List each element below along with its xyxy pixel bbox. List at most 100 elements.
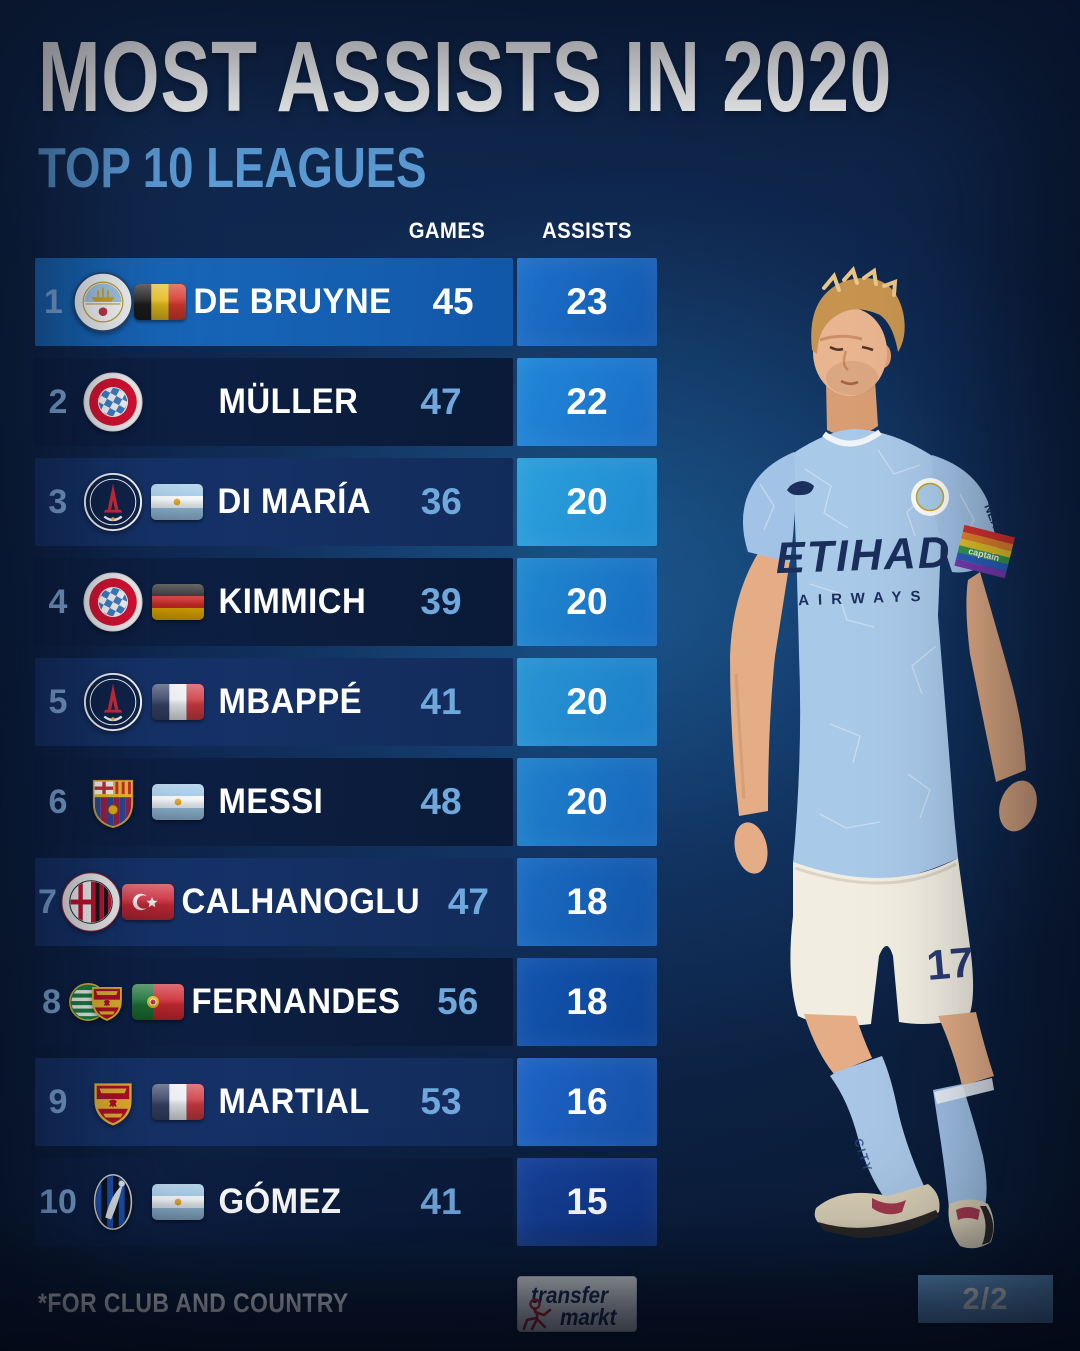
player-name: MBAPPÉ bbox=[218, 682, 363, 721]
bayern-munich-badge bbox=[83, 572, 143, 632]
turkey-flag bbox=[121, 884, 174, 920]
france-flag bbox=[152, 1084, 204, 1120]
manchester-united-badge bbox=[82, 971, 132, 1033]
barcelona-badge bbox=[92, 779, 134, 828]
manchester-city-badge bbox=[72, 272, 133, 332]
rank: 10 bbox=[39, 1182, 77, 1221]
row-main: 9 MARTIAL 53 bbox=[35, 1058, 513, 1146]
player-name: MARTIAL bbox=[218, 1082, 370, 1121]
player-name: FERNANDES bbox=[191, 982, 401, 1021]
games-count: 41 bbox=[420, 1181, 462, 1222]
games-count: 36 bbox=[420, 481, 462, 522]
paris-saint-germain-badge bbox=[82, 471, 144, 533]
club-badges bbox=[81, 371, 145, 433]
argentina-flag bbox=[152, 784, 204, 820]
games-count: 47 bbox=[420, 381, 462, 422]
nationality-flag-cell bbox=[132, 984, 185, 1020]
table-row: 10 GÓMEZ 41 15 bbox=[35, 1158, 657, 1246]
games-count: 48 bbox=[420, 781, 462, 822]
rank: 7 bbox=[38, 882, 57, 921]
table-row: 5 MBAPPÉ 41 20 bbox=[35, 658, 657, 746]
rank: 9 bbox=[48, 1082, 68, 1121]
club-badges bbox=[81, 1071, 145, 1133]
nationality-flag-cell bbox=[145, 1184, 211, 1220]
row-main: 1 DE BRUYNE 45 bbox=[35, 258, 513, 346]
brand-word-bottom: markt bbox=[560, 1304, 617, 1330]
nationality-flag-cell bbox=[121, 884, 174, 920]
player-name: MÜLLER bbox=[218, 382, 359, 421]
assists-count: 16 bbox=[517, 1058, 657, 1146]
manchester-united-badge bbox=[82, 1071, 144, 1133]
assists-count: 20 bbox=[517, 658, 657, 746]
games-count: 45 bbox=[432, 281, 474, 322]
nationality-flag-cell bbox=[145, 1084, 211, 1120]
page-title: MOST ASSISTS IN 2020 bbox=[38, 21, 893, 133]
assists-table: GAMES ASSISTS 1 DE BRUYNE 45 23 2 bbox=[35, 216, 657, 1258]
paris-saint-germain-badge bbox=[83, 472, 142, 532]
shirt-sponsor-sub: AIRWAYS bbox=[798, 588, 930, 610]
games-count: 56 bbox=[437, 981, 479, 1022]
assists-count: 20 bbox=[517, 458, 657, 546]
club-badges bbox=[81, 671, 145, 733]
transfermarkt-logo: transfer markt bbox=[517, 1276, 637, 1332]
paris-saint-germain-badge bbox=[83, 672, 143, 732]
club-badges bbox=[81, 571, 145, 633]
bayern-munich-badge bbox=[82, 371, 144, 433]
atalanta-badge bbox=[82, 1171, 144, 1233]
assists-count: 22 bbox=[517, 358, 657, 446]
table-row: 7 CALHANOGLU 47 18 bbox=[35, 858, 657, 946]
row-main: 5 MBAPPÉ 41 bbox=[35, 658, 513, 746]
manchester-united-badge bbox=[92, 987, 123, 1021]
row-main: 4 KIMMICH 39 bbox=[35, 558, 513, 646]
page-indicator-badge: 2/2 bbox=[918, 1275, 1053, 1323]
assists-count: 18 bbox=[517, 958, 657, 1046]
rank: 1 bbox=[43, 282, 63, 321]
france-flag bbox=[152, 684, 204, 720]
manchester-city-badge bbox=[72, 271, 134, 333]
club-badges bbox=[81, 471, 145, 533]
player-name: DI MARÍA bbox=[217, 482, 372, 521]
rank: 8 bbox=[42, 982, 62, 1021]
transfermarkt-kicker-icon bbox=[522, 1298, 552, 1331]
rank: 5 bbox=[48, 682, 68, 721]
assists-column-header: ASSISTS bbox=[542, 218, 632, 243]
table-body: 1 DE BRUYNE 45 23 2 bbox=[35, 258, 657, 1246]
row-main: 10 GÓMEZ 41 bbox=[35, 1158, 513, 1246]
ac-milan-badge bbox=[61, 872, 121, 932]
table-row: 9 MARTIAL 53 16 bbox=[35, 1058, 657, 1146]
nationality-flag-cell bbox=[144, 484, 210, 520]
barcelona-badge bbox=[82, 771, 144, 833]
games-count: 53 bbox=[420, 1081, 462, 1122]
table-row: 2 MÜLLER 47 22 bbox=[35, 358, 657, 446]
row-main: 6 MESSI 48 bbox=[35, 758, 513, 846]
atalanta-badge bbox=[93, 1174, 133, 1230]
player-name: GÓMEZ bbox=[218, 1182, 342, 1221]
turkey-flag bbox=[121, 884, 174, 920]
player-photo-de-bruyne: ETIHAD AIRWAYS NEXEN captain bbox=[640, 254, 1080, 1268]
games-count: 39 bbox=[420, 581, 462, 622]
player-illustration: ETIHAD AIRWAYS NEXEN captain bbox=[730, 266, 1037, 1249]
argentina-flag bbox=[152, 1184, 204, 1220]
player-name: KIMMICH bbox=[218, 582, 367, 621]
germany-flag bbox=[152, 584, 204, 620]
rank: 3 bbox=[48, 482, 68, 521]
assists-count: 20 bbox=[517, 758, 657, 846]
player-name: CALHANOGLU bbox=[181, 882, 421, 921]
shorts-number: 17 bbox=[925, 938, 976, 989]
portugal-flag bbox=[132, 984, 185, 1020]
club-badges bbox=[68, 971, 132, 1033]
club-badges bbox=[81, 771, 145, 833]
argentina-flag bbox=[152, 1184, 204, 1220]
games-count: 47 bbox=[447, 881, 489, 922]
nationality-flag-cell bbox=[134, 284, 187, 320]
rank: 4 bbox=[48, 582, 68, 621]
argentina-flag bbox=[152, 784, 204, 820]
table-row: 6 MESSI 48 20 bbox=[35, 758, 657, 846]
argentina-flag bbox=[151, 484, 204, 520]
player-name: DE BRUYNE bbox=[194, 282, 393, 321]
footnote: *FOR CLUB AND COUNTRY bbox=[38, 1288, 349, 1318]
row-main: 8 FERNANDES 56 bbox=[35, 958, 513, 1046]
germany-flag bbox=[152, 584, 204, 620]
nationality-flag-cell bbox=[145, 684, 211, 720]
